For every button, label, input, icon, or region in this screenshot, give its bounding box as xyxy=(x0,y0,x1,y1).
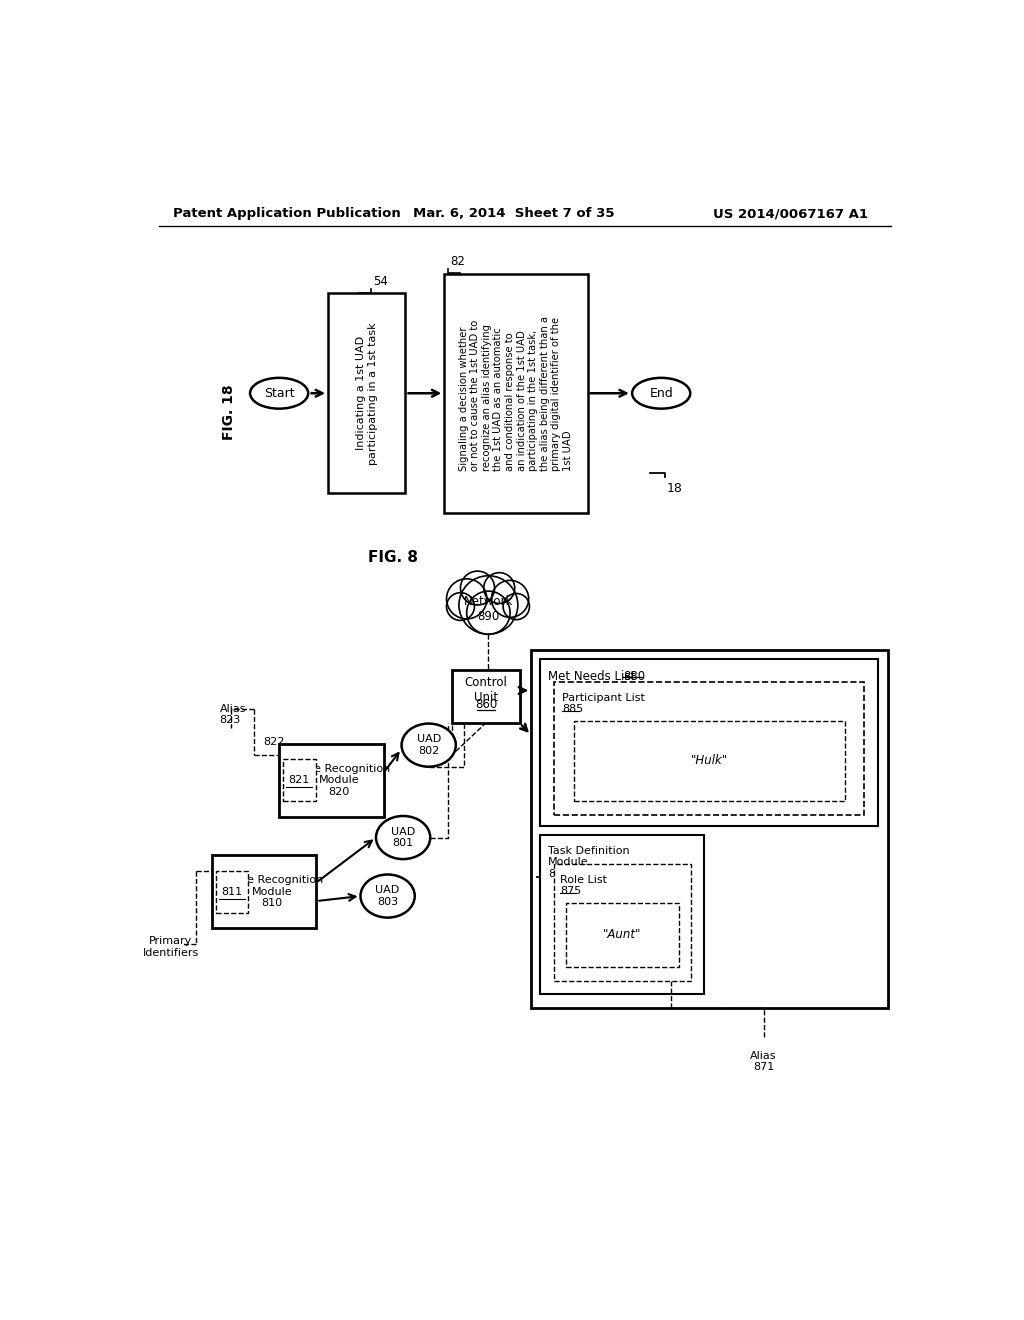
Text: 860: 860 xyxy=(475,698,498,711)
Text: 811: 811 xyxy=(221,887,243,896)
Bar xyxy=(573,721,845,801)
Text: 875: 875 xyxy=(560,886,582,896)
Text: 18: 18 xyxy=(667,482,683,495)
Bar xyxy=(280,743,384,817)
Text: Signaling a decision whether
or not to cause the 1st UAD to
recognize an alias i: Signaling a decision whether or not to c… xyxy=(459,315,573,471)
Text: 54: 54 xyxy=(373,275,388,288)
Ellipse shape xyxy=(360,875,415,917)
Text: "Aunt": "Aunt" xyxy=(603,928,642,941)
Bar xyxy=(531,649,888,1007)
Text: 82: 82 xyxy=(451,255,465,268)
Text: Alias
823: Alias 823 xyxy=(219,704,246,725)
Bar xyxy=(452,671,520,723)
Text: 880: 880 xyxy=(624,669,645,682)
Circle shape xyxy=(446,579,486,619)
Bar xyxy=(541,834,703,994)
Circle shape xyxy=(446,593,474,620)
Circle shape xyxy=(492,581,528,618)
Text: 821: 821 xyxy=(289,775,310,785)
Text: Participant List: Participant List xyxy=(562,693,645,702)
Bar xyxy=(554,682,864,814)
Text: Task Definition
Module
870: Task Definition Module 870 xyxy=(548,846,630,879)
Bar xyxy=(444,275,588,512)
Text: UAD
803: UAD 803 xyxy=(376,886,399,907)
Text: End: End xyxy=(649,387,673,400)
Text: Mar. 6, 2014  Sheet 7 of 35: Mar. 6, 2014 Sheet 7 of 35 xyxy=(414,207,614,220)
Bar xyxy=(216,871,248,913)
Circle shape xyxy=(503,594,529,619)
Text: Control
Unit: Control Unit xyxy=(465,676,508,705)
Text: Patent Application Publication: Patent Application Publication xyxy=(173,207,400,220)
Ellipse shape xyxy=(376,816,430,859)
Circle shape xyxy=(483,573,515,603)
Text: 8: 8 xyxy=(554,886,562,899)
Text: Name Recognition
Module
820: Name Recognition Module 820 xyxy=(288,763,390,797)
Text: 885: 885 xyxy=(562,704,584,714)
Text: Indicating a 1st UAD
participating in a 1st task: Indicating a 1st UAD participating in a … xyxy=(356,322,378,465)
Text: FIG. 18: FIG. 18 xyxy=(222,384,236,441)
Text: Alias
871: Alias 871 xyxy=(751,1051,777,1072)
Text: UAD
802: UAD 802 xyxy=(417,734,440,756)
Circle shape xyxy=(461,572,495,605)
Text: Name Recognition
Module
810: Name Recognition Module 810 xyxy=(220,875,323,908)
Circle shape xyxy=(459,576,518,635)
Circle shape xyxy=(467,591,510,635)
Bar xyxy=(541,659,879,826)
Text: FIG. 8: FIG. 8 xyxy=(369,549,418,565)
Text: Role List: Role List xyxy=(560,875,607,884)
Text: Met Needs List: Met Needs List xyxy=(548,669,639,682)
Text: Primary
Identifiers: Primary Identifiers xyxy=(142,936,199,958)
Text: Start: Start xyxy=(264,387,295,400)
Bar xyxy=(283,759,315,801)
Text: UAD
801: UAD 801 xyxy=(391,826,416,849)
Bar xyxy=(554,865,690,981)
Bar xyxy=(328,293,406,494)
Text: "Hulk": "Hulk" xyxy=(690,754,728,767)
Bar xyxy=(212,855,316,928)
Text: Network
890: Network 890 xyxy=(464,595,513,623)
Text: 822: 822 xyxy=(263,738,285,747)
Ellipse shape xyxy=(401,723,456,767)
Text: US 2014/0067167 A1: US 2014/0067167 A1 xyxy=(713,207,868,220)
Bar xyxy=(566,903,679,966)
